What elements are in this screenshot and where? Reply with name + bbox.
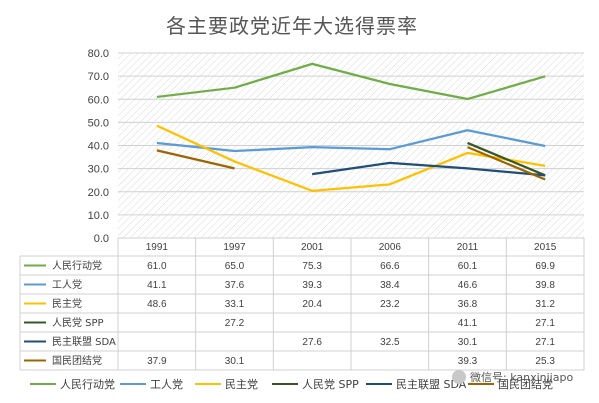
table-series-label: 工人党 <box>52 278 82 291</box>
y-tick-label: 30.0 <box>88 164 109 176</box>
y-tick-label: 20.0 <box>88 187 109 199</box>
table-series-label: 人民行动党 <box>52 259 102 272</box>
data-label: 33.1 <box>225 299 245 310</box>
series-line <box>156 129 546 153</box>
data-label: 27.1 <box>535 337 555 348</box>
data-label: 66.6 <box>380 261 400 272</box>
data-label: 38.4 <box>380 280 400 291</box>
y-tick-label: 40.0 <box>88 141 109 153</box>
table-series-label: 人民党 SPP <box>52 316 104 329</box>
data-label: 25.3 <box>535 356 555 367</box>
y-tick-label: 80.0 <box>88 48 109 60</box>
data-label: 30.1 <box>225 356 245 367</box>
legend-label: 人民党 SPP <box>302 378 359 391</box>
data-label: 60.1 <box>458 261 478 272</box>
y-tick-label: 60.0 <box>88 94 109 106</box>
legend-label: 人民行动党 <box>60 378 115 391</box>
watermark-text: 微信号: kanxinjiapo <box>470 370 573 384</box>
y-axis: 0.0 10.0 20.0 30.0 40.0 50.0 60.0 70.0 80.0 <box>88 48 109 245</box>
y-tick-label: 10.0 <box>88 210 109 222</box>
data-label: 65.0 <box>225 261 245 272</box>
y-tick-label: 70.0 <box>88 71 109 83</box>
table-series-label: 国民团结党 <box>52 354 102 367</box>
data-label: 41.1 <box>147 280 167 291</box>
series-line <box>467 146 546 181</box>
data-label: 48.6 <box>147 299 167 310</box>
x-tick-label: 2001 <box>301 242 324 253</box>
watermark: 微信号: kanxinjiapo <box>452 370 573 384</box>
data-label: 39.3 <box>302 280 322 291</box>
wechat-icon <box>452 370 466 384</box>
y-tick-label: 0.0 <box>94 233 109 245</box>
data-label: 39.8 <box>535 280 555 291</box>
table-series-label: 民主联盟 SDA <box>52 336 116 348</box>
data-label: 27.1 <box>535 318 555 329</box>
data-label: 46.6 <box>458 280 478 291</box>
data-label: 41.1 <box>458 318 478 329</box>
series-line <box>312 161 546 177</box>
data-label: 36.8 <box>458 299 478 310</box>
series-line <box>156 124 546 192</box>
x-tick-label: 2006 <box>379 242 402 253</box>
data-label: 27.6 <box>302 337 322 348</box>
chart-title: 各主要政党近年大选得票率 <box>166 14 418 38</box>
series-line <box>156 62 546 101</box>
legend-label: 民主联盟 SDA <box>396 378 467 391</box>
x-tick-label: 1991 <box>146 242 169 253</box>
legend: 人民行动党 工人党 民主党 人民党 SPP 民主联盟 SDA 国民团结党 <box>30 378 553 391</box>
series-line <box>467 141 546 177</box>
legend-label: 工人党 <box>150 378 183 391</box>
series-lines <box>156 62 546 192</box>
x-tick-label: 2015 <box>534 242 557 253</box>
data-label: 61.0 <box>147 261 167 272</box>
data-label: 37.6 <box>225 280 245 291</box>
data-label: 39.3 <box>458 356 478 367</box>
x-tick-label: 1997 <box>223 242 246 253</box>
legend-label: 民主党 <box>225 378 258 391</box>
x-tick-label: 2011 <box>457 242 479 253</box>
data-label: 32.5 <box>380 337 400 348</box>
data-label: 37.9 <box>147 356 167 367</box>
data-table: 1991 1997 2001 2006 2011 2015 人民行动党 61.0 65.0 75.… <box>19 238 585 371</box>
data-label: 75.3 <box>302 261 322 272</box>
series-line <box>156 149 235 170</box>
data-label: 23.2 <box>380 299 400 310</box>
legend-label: 国民团结党 <box>498 378 553 391</box>
table-series-label: 民主党 <box>52 297 82 310</box>
data-label: 30.1 <box>458 337 478 348</box>
data-label: 27.2 <box>225 318 245 329</box>
data-label: 20.4 <box>302 299 322 310</box>
data-label: 69.9 <box>535 261 555 272</box>
y-tick-label: 50.0 <box>88 117 109 129</box>
data-label: 31.2 <box>535 299 555 310</box>
